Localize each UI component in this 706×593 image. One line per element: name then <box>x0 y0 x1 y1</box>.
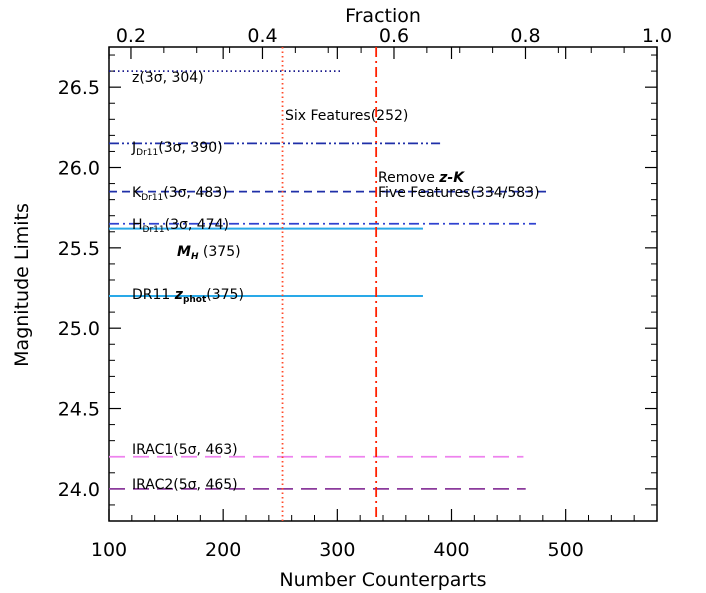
six-features-label: Six Features(252) <box>285 108 408 124</box>
tick-group: 100 200 300 400 500 24.0 24.5 25.0 25.5 26.0 26.5 0… <box>58 25 672 561</box>
remove-zk-label: Remove z-K <box>378 170 465 186</box>
j-series-label: JDr11(3σ, 390) <box>131 140 223 158</box>
x-tick-label: 200 <box>205 539 241 561</box>
mh-series-label: MH (375) <box>177 244 241 262</box>
y-tick-label: 24.0 <box>58 479 100 501</box>
top-tick-label: 0.8 <box>510 25 540 47</box>
x-tick-label: 100 <box>91 539 127 561</box>
top-tick-label: 1.0 <box>642 25 672 47</box>
top-tick-label: 0.6 <box>379 25 409 47</box>
irac2-series-label: IRAC2(5σ, 465) <box>132 477 238 493</box>
y-tick-label: 26.5 <box>58 77 100 99</box>
x-tick-label: 300 <box>319 539 355 561</box>
irac1-series-label: IRAC1(5σ, 463) <box>132 442 238 458</box>
five-features-label: Five Features(334/583) <box>378 185 540 201</box>
y-tick-label: 26.0 <box>58 158 100 180</box>
x-axis-title: Number Counterparts <box>279 569 486 591</box>
top-axis-title: Fraction <box>345 5 421 27</box>
y-axis-title: Magnitude Limits <box>11 203 33 367</box>
y-tick-label: 25.5 <box>58 238 100 260</box>
top-tick-label: 0.2 <box>116 25 146 47</box>
z-series-label: z(3σ, 304) <box>132 70 204 86</box>
y-tick-label: 25.0 <box>58 318 100 340</box>
x-tick-label: 500 <box>548 539 584 561</box>
k-series-label: KDr11(3σ, 483) <box>132 185 228 203</box>
top-tick-label: 0.4 <box>247 25 277 47</box>
dr11-series-label: DR11 zphot(375) <box>132 287 244 305</box>
y-tick-label: 24.5 <box>58 399 100 421</box>
x-tick-label: 400 <box>433 539 469 561</box>
h-series-label: HDr11(3σ, 474) <box>132 217 229 235</box>
series-group <box>109 47 547 521</box>
